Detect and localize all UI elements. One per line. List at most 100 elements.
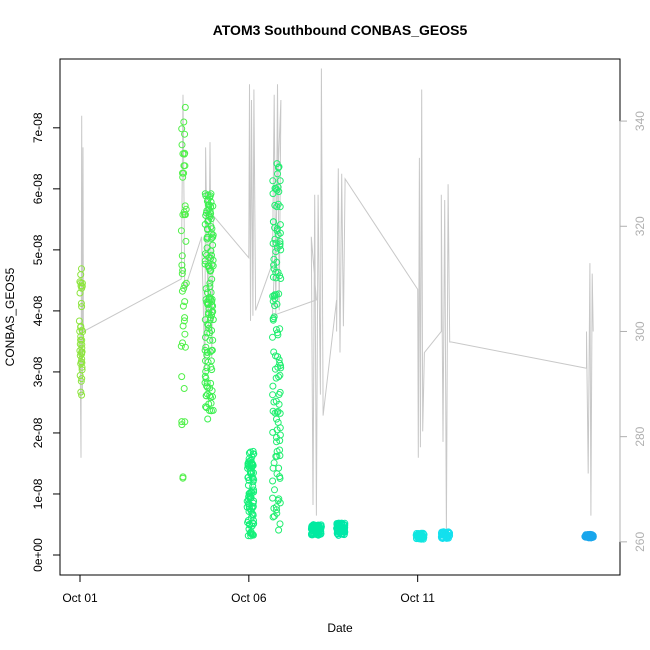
scatter-point <box>276 437 284 445</box>
scatter-point <box>77 271 85 279</box>
right-y-tick-label: 320 <box>633 216 647 236</box>
x-axis: Oct 01 Oct 06 Oct 11 <box>62 574 435 605</box>
scatter-point <box>77 336 85 344</box>
scatter-point <box>202 403 210 411</box>
scatter-point <box>178 421 186 429</box>
scatter-point <box>181 314 189 322</box>
scatter-point <box>269 407 277 415</box>
scatter-point <box>182 205 190 213</box>
scatter-point <box>276 446 284 454</box>
scatter-point <box>273 203 281 211</box>
scatter-point <box>446 532 454 540</box>
scatter-point <box>245 508 253 515</box>
scatter-point <box>203 289 211 297</box>
scatter-point <box>340 526 347 534</box>
scatter-point <box>76 289 84 297</box>
scatter-point <box>177 227 185 235</box>
scatter-point <box>273 244 281 252</box>
scatter-point <box>272 352 279 360</box>
scatter-point <box>205 201 213 209</box>
y-tick-label: 7e-08 <box>31 112 45 143</box>
scatter-point <box>269 382 277 390</box>
x-tick-label: Oct 11 <box>400 591 435 605</box>
scatter-point <box>181 202 189 210</box>
y-axis: 0e+00 1e-08 2e-08 3e-08 4e-08 5e-08 6e-08 7e-08 <box>31 112 61 572</box>
scatter-point <box>208 327 216 334</box>
scatter-point <box>180 118 188 126</box>
scatter-point <box>275 526 283 534</box>
scatter-point <box>77 279 85 287</box>
scatter-point <box>341 522 349 530</box>
scatter-point <box>206 279 214 287</box>
scatter-point <box>77 282 85 290</box>
scatter-point <box>276 371 284 379</box>
scatter-point <box>205 205 213 213</box>
scatter-point <box>276 325 284 333</box>
scatter-point <box>248 530 256 538</box>
scatter-point <box>181 330 189 338</box>
scatter-point <box>270 459 278 467</box>
scatter-point <box>271 235 279 243</box>
scatter-point <box>274 183 282 191</box>
scatter-point <box>269 333 276 341</box>
scatter-point <box>202 343 210 351</box>
scatter-point <box>182 237 190 245</box>
scatter-point <box>201 250 209 258</box>
scatter-point <box>277 364 285 372</box>
scatter-point <box>208 230 216 238</box>
scatter-point <box>439 531 447 539</box>
scatter-point <box>420 530 428 538</box>
scatter-point <box>274 497 282 504</box>
scatter-point <box>202 368 210 375</box>
scatter-point <box>269 494 277 502</box>
scatter-point <box>272 239 280 247</box>
scatter-point <box>209 336 217 344</box>
scatter-point <box>178 270 186 278</box>
scatter-point <box>277 362 284 369</box>
scatter-point <box>76 340 84 348</box>
scatter-point <box>77 360 85 368</box>
y-tick-label: 6e-08 <box>31 173 45 204</box>
scatter-point <box>277 246 285 254</box>
scatter-point <box>269 428 277 436</box>
scatter-point <box>76 372 84 379</box>
scatter-point <box>178 141 186 149</box>
scatter-point <box>77 322 85 330</box>
scatter-point <box>270 292 278 300</box>
scatter-point <box>181 281 189 289</box>
scatter-point <box>276 409 284 417</box>
scatter-point <box>204 415 212 423</box>
scatter-point <box>274 329 281 337</box>
scatter-point <box>337 530 345 538</box>
scatter-point <box>180 150 188 158</box>
scatter-point <box>272 452 280 460</box>
scatter-point <box>181 343 189 351</box>
scatter-point <box>77 333 85 340</box>
scatter-point <box>244 464 252 472</box>
scatter-point <box>309 521 317 529</box>
scatter-point <box>181 298 189 306</box>
scatter-point <box>244 473 252 481</box>
scatter-point <box>245 500 252 508</box>
scatter-point <box>269 477 277 485</box>
scatter-point <box>270 255 278 263</box>
scatter-point <box>250 520 258 528</box>
scatter-point <box>204 196 212 204</box>
scatter-point <box>203 207 211 215</box>
x-tick-label: Oct 01 <box>62 591 98 605</box>
scatter-point <box>208 234 216 242</box>
scatter-point <box>78 355 86 363</box>
scatter-point <box>269 240 277 247</box>
scatter-point <box>203 225 211 233</box>
scatter-point <box>207 247 215 255</box>
scatter-point <box>248 469 256 477</box>
scatter-point <box>276 520 284 528</box>
right-y-axis: 260 280 300 320 340 <box>619 111 647 552</box>
scatter-point <box>248 464 256 472</box>
y-axis-label: CONBAS_GEOS5 <box>3 267 17 366</box>
scatter-point <box>177 342 185 350</box>
scatter-point <box>207 223 215 231</box>
scatter-point <box>77 299 85 307</box>
scatter-point <box>335 519 343 527</box>
scatter-point <box>204 321 212 329</box>
